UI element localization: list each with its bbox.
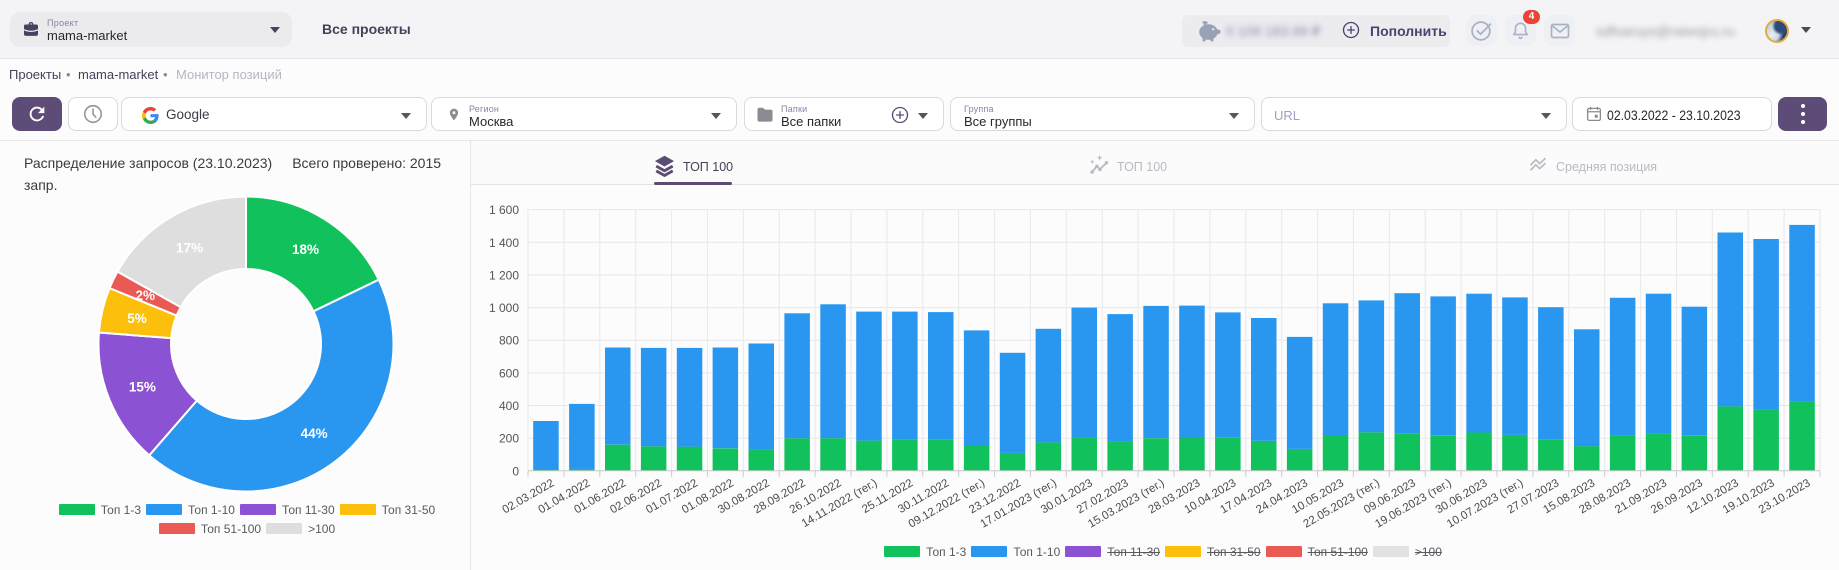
svg-text:15%: 15%	[129, 380, 156, 395]
svg-text:17%: 17%	[176, 240, 203, 255]
svg-text:1 200: 1 200	[489, 268, 519, 282]
svg-text:400: 400	[499, 399, 519, 413]
svg-text:1 000: 1 000	[489, 301, 519, 315]
svg-text:200: 200	[499, 432, 519, 446]
svg-text:600: 600	[499, 366, 519, 380]
svg-text:1 400: 1 400	[489, 236, 519, 250]
svg-text:0: 0	[512, 464, 519, 478]
svg-text:5%: 5%	[127, 311, 147, 326]
svg-text:2%: 2%	[135, 288, 155, 303]
svg-text:1 600: 1 600	[489, 203, 519, 217]
svg-text:18%: 18%	[292, 242, 319, 257]
svg-text:44%: 44%	[301, 426, 328, 441]
svg-text:800: 800	[499, 334, 519, 348]
